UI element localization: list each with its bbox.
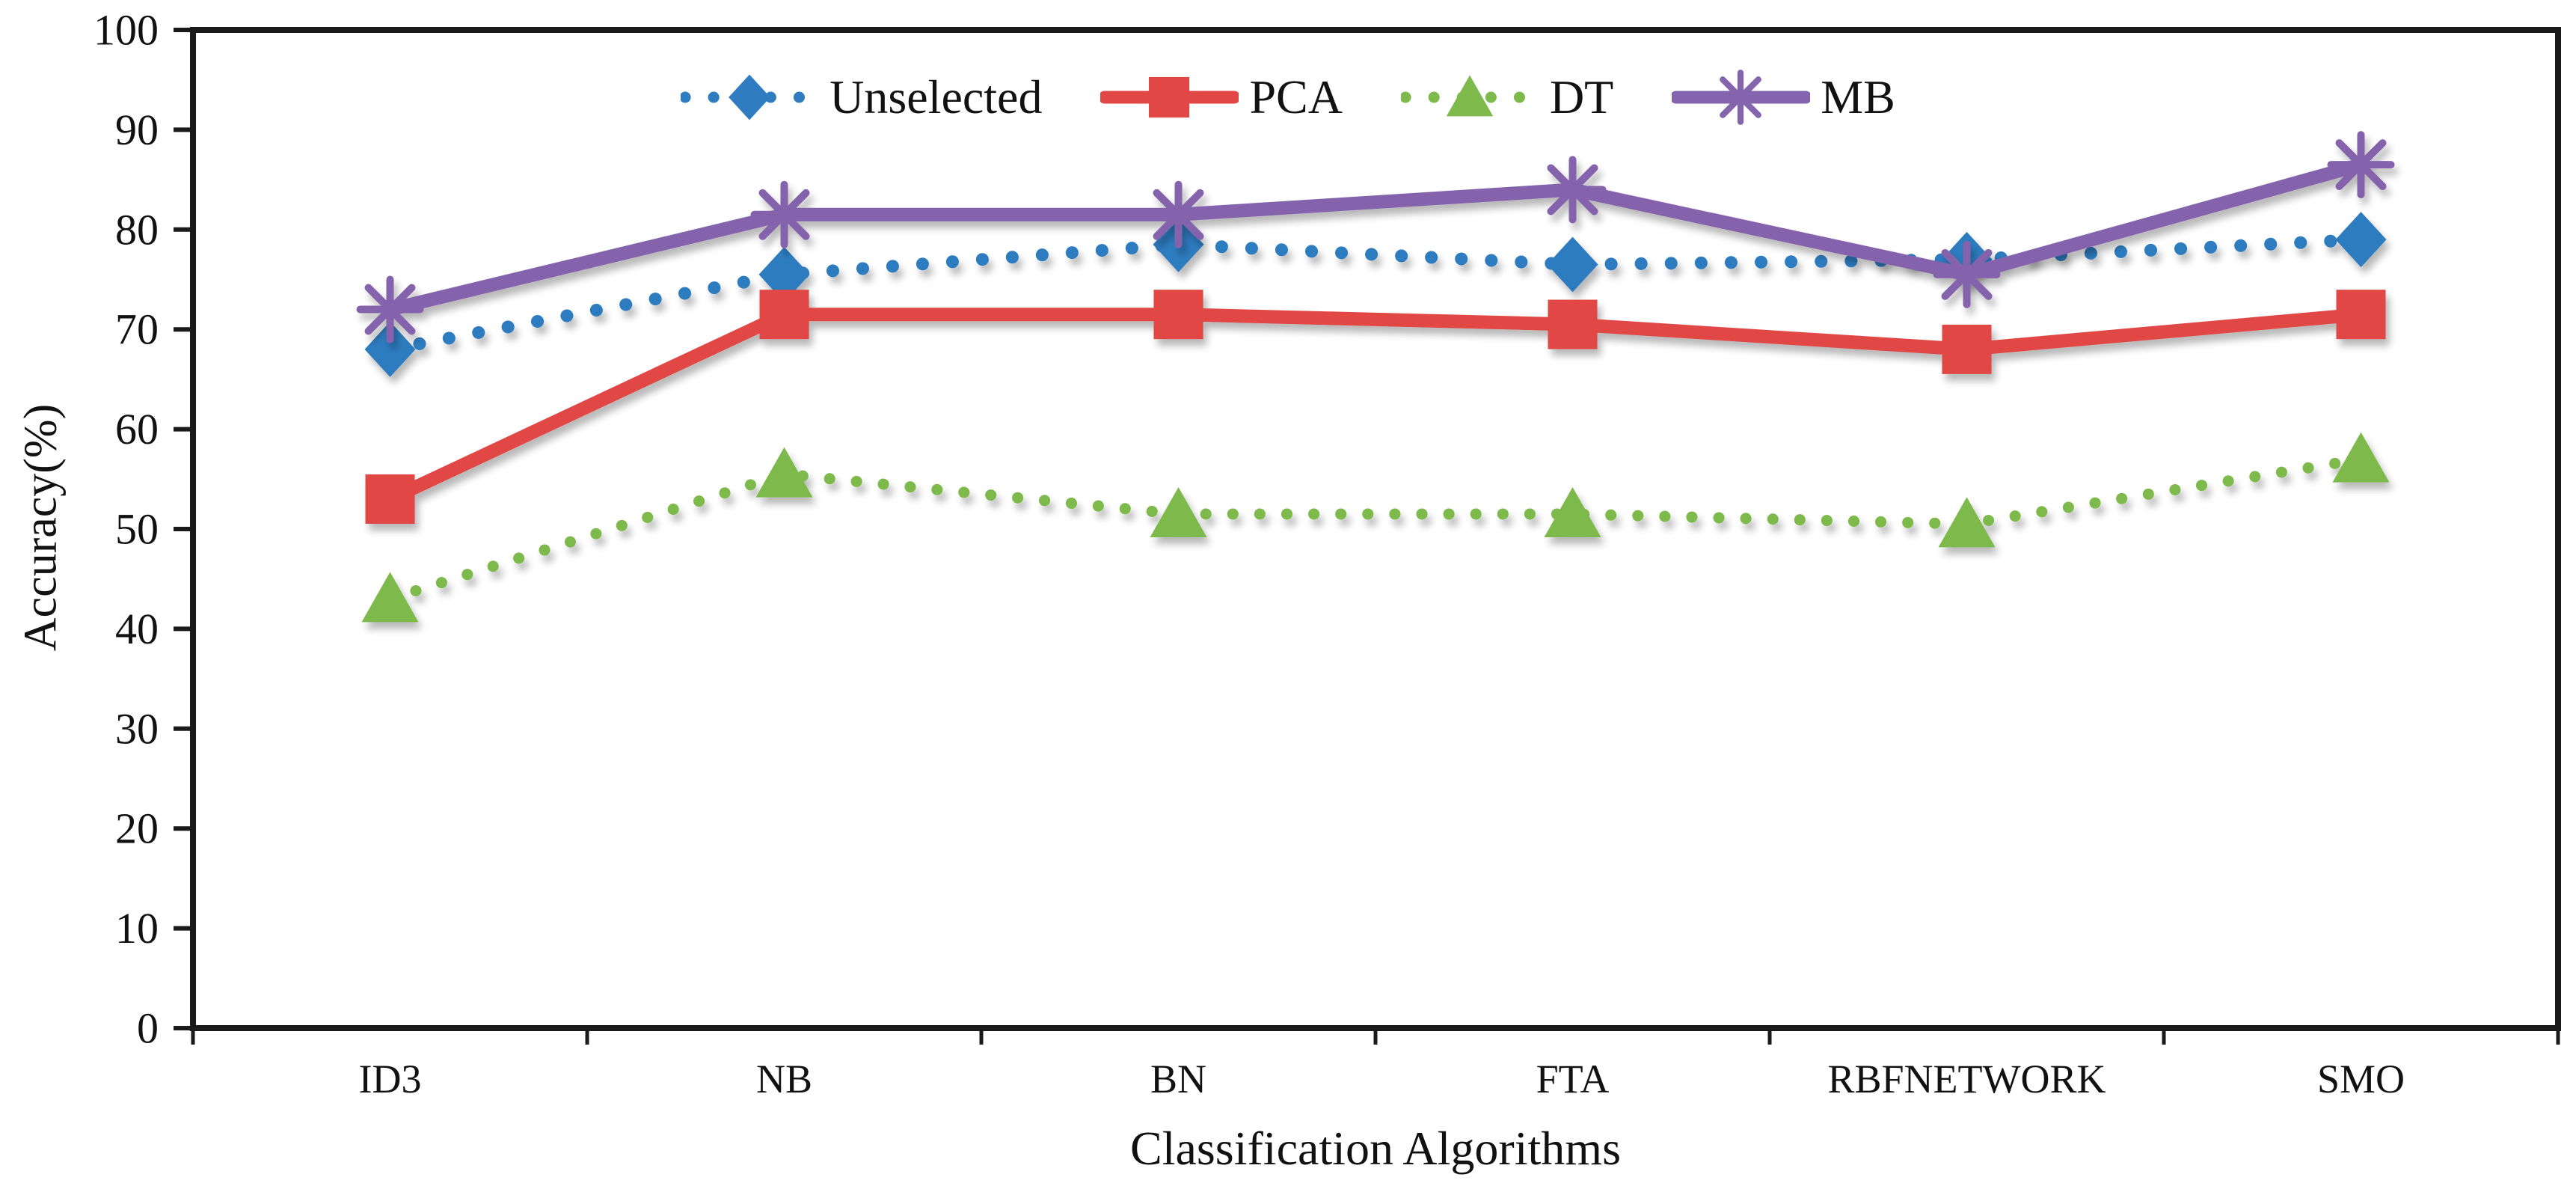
asterisk-marker xyxy=(1539,156,1607,224)
square-marker xyxy=(1942,324,1992,374)
series-line xyxy=(384,233,2367,356)
triangle-marker xyxy=(755,447,813,498)
diamond-marker xyxy=(758,246,810,302)
x-category-label: FTA xyxy=(1536,1057,1610,1101)
triangle-marker xyxy=(1544,486,1601,537)
asterisk-marker xyxy=(2327,131,2395,199)
series-dt xyxy=(361,432,2390,623)
series-line xyxy=(383,308,2368,506)
x-category-label: SMO xyxy=(2317,1057,2405,1101)
square-marker xyxy=(365,474,415,524)
y-tick-label: 90 xyxy=(115,106,159,154)
asterisk-marker xyxy=(356,275,424,343)
x-category-label: BN xyxy=(1150,1057,1206,1101)
y-tick-label: 50 xyxy=(115,505,159,554)
x-axis-title: Classification Algorithms xyxy=(1130,1122,1621,1175)
triangle-marker xyxy=(2332,432,2390,483)
y-tick-label: 70 xyxy=(115,305,159,354)
y-tick-label: 30 xyxy=(115,704,159,753)
plot-frame xyxy=(190,27,2561,1031)
square-marker xyxy=(2336,290,2386,340)
triangle-marker xyxy=(361,572,419,623)
asterisk-marker xyxy=(750,180,818,248)
x-category-label: RBFNETWORK xyxy=(1827,1057,2106,1101)
y-tick-label: 60 xyxy=(115,405,159,453)
series-line xyxy=(384,453,2367,605)
series-pca xyxy=(365,290,2386,524)
x-category-label: NB xyxy=(756,1057,812,1101)
y-tick-label: 10 xyxy=(115,904,159,953)
x-category-label: ID3 xyxy=(359,1057,422,1101)
triangle-marker xyxy=(1150,486,1207,537)
diamond-marker xyxy=(1547,236,1598,293)
asterisk-marker xyxy=(1933,240,2001,308)
diamond-marker xyxy=(364,321,416,377)
triangle-marker xyxy=(1938,497,1996,548)
square-marker xyxy=(1153,290,1203,340)
y-tick-label: 0 xyxy=(137,1004,159,1053)
y-tick-label: 40 xyxy=(115,605,159,653)
y-tick-label: 80 xyxy=(115,205,159,254)
series-line xyxy=(383,158,2368,317)
y-tick-label: 100 xyxy=(93,6,159,55)
series-mb xyxy=(356,131,2395,343)
y-tick-label: 20 xyxy=(115,804,159,853)
square-marker xyxy=(759,290,809,340)
square-marker xyxy=(1548,299,1598,349)
y-axis-title: Accuracy(%) xyxy=(15,403,67,652)
diamond-marker xyxy=(2335,212,2387,268)
asterisk-marker xyxy=(1144,180,1212,248)
